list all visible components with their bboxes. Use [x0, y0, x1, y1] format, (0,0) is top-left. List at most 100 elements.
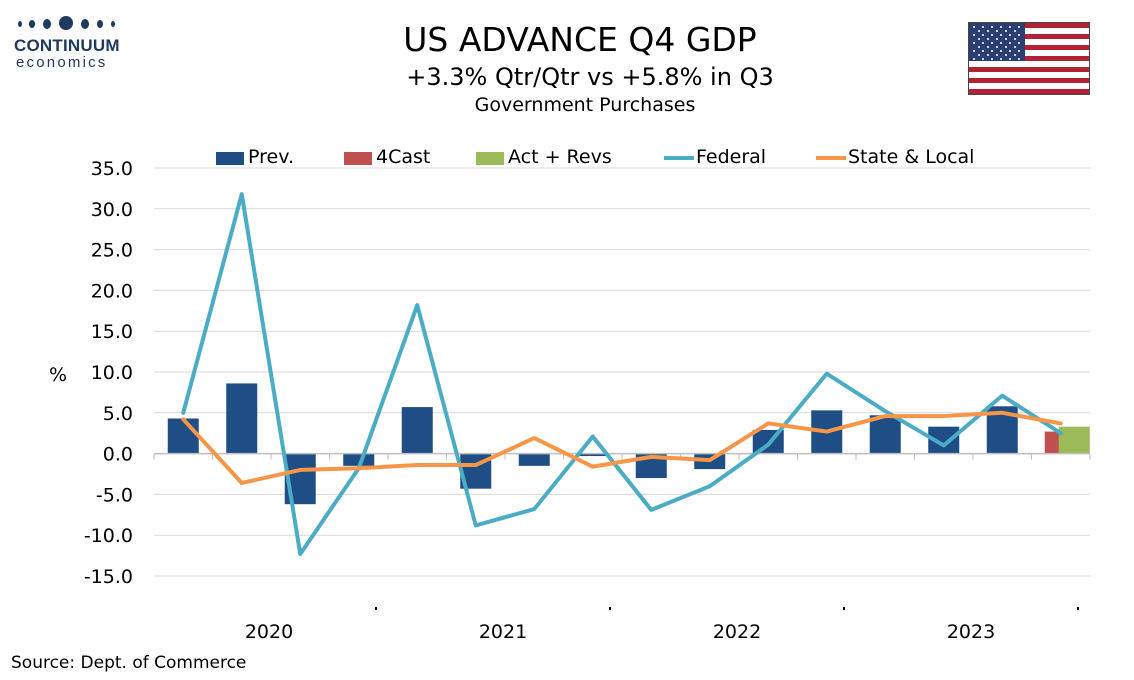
- flag-star: [1018, 26, 1020, 28]
- flag-star: [973, 58, 975, 60]
- flag-star: [1004, 54, 1007, 56]
- legend-swatch-prev: [216, 152, 244, 165]
- flag-star: [986, 54, 989, 56]
- x-year-separator: [843, 607, 845, 610]
- us-flag-icon: [968, 22, 1090, 95]
- y-tick-label: 5.0: [103, 403, 133, 425]
- flag-stripe: [969, 66, 1089, 73]
- flag-star: [1013, 54, 1016, 56]
- flag-star: [1009, 50, 1011, 52]
- y-tick-label: 15.0: [91, 321, 133, 343]
- flag-star: [986, 30, 989, 32]
- flag-canton: [969, 23, 1025, 61]
- line-state-local: [181, 410, 1063, 485]
- chart-title: US ADVANCE Q4 GDP: [403, 20, 757, 59]
- flag-stripe: [969, 72, 1089, 78]
- y-tick-label: -5.0: [96, 484, 133, 506]
- y-tick-label: 25.0: [91, 240, 133, 262]
- legend-swatch-state-local: [816, 156, 846, 160]
- flag-star: [977, 38, 980, 40]
- bar-prev: [167, 418, 199, 454]
- logo-name: CONTINUUM: [14, 36, 120, 55]
- flag-star: [1009, 42, 1011, 44]
- flag-star: [1009, 26, 1011, 28]
- legend-swatch-federal: [664, 156, 694, 160]
- bar-prev: [869, 415, 901, 454]
- flag-stripe: [969, 77, 1089, 84]
- flag-star: [991, 26, 993, 28]
- flag-stripe: [969, 50, 1089, 57]
- flag-star: [1000, 34, 1002, 36]
- flag-star: [995, 30, 998, 32]
- logo-dots: [14, 14, 134, 34]
- flag-star: [1004, 30, 1007, 32]
- logo-subname: economics: [16, 54, 108, 71]
- x-year-label: 2022: [713, 621, 761, 643]
- flag-stripe: [969, 28, 1089, 35]
- flag-star: [991, 34, 993, 36]
- legend-label-federal: Federal: [696, 146, 767, 168]
- x-year-label: 2020: [245, 621, 293, 643]
- flag-star: [1004, 46, 1007, 48]
- y-tick-label: -10.0: [84, 525, 133, 547]
- x-year-label: 2023: [947, 621, 995, 643]
- bar-prev: [343, 453, 375, 466]
- flag-star: [986, 38, 989, 40]
- flag-star: [1018, 42, 1020, 44]
- legend-label-actual: Act + Revs: [508, 146, 612, 168]
- flag-star: [982, 26, 984, 28]
- flag-stripe: [969, 44, 1089, 51]
- source-note: Source: Dept. of Commerce: [11, 653, 247, 673]
- flag-star: [1013, 30, 1016, 32]
- legend-label-prev: Prev.: [248, 146, 295, 168]
- flag-star: [1013, 46, 1016, 48]
- legend-swatch-forecast: [344, 152, 372, 165]
- flag-star: [973, 26, 975, 28]
- bar-prev: [577, 453, 609, 457]
- flag-star: [982, 34, 984, 36]
- flag-stripe: [969, 39, 1089, 46]
- flag-star: [973, 42, 975, 44]
- continuum-economics-logo: CONTINUUM economics: [14, 14, 134, 71]
- flag-stripe: [969, 23, 1089, 29]
- flag-star: [1000, 42, 1002, 44]
- line-federal: [181, 192, 1063, 556]
- flag-star: [1009, 58, 1011, 60]
- chart-subtitle: +3.3% Qtr/Qtr vs +5.8% in Q3: [406, 63, 774, 91]
- flag-star: [1013, 38, 1016, 40]
- flag-star: [995, 46, 998, 48]
- flag-star: [995, 54, 998, 56]
- bar-prev: [401, 407, 433, 454]
- flag-star: [973, 34, 975, 36]
- flag-star: [977, 46, 980, 48]
- x-year-separator: [609, 607, 611, 610]
- legend-label-state-local: State & Local: [848, 146, 975, 168]
- y-tick-label: 10.0: [91, 362, 133, 384]
- flag-star: [1000, 26, 1002, 28]
- flag-star: [1018, 34, 1020, 36]
- flag-star: [991, 42, 993, 44]
- x-year-label: 2021: [479, 621, 527, 643]
- flag-star: [1018, 50, 1020, 52]
- flag-stripe: [969, 83, 1089, 89]
- bar-actual: [1058, 426, 1090, 454]
- y-tick-label: 35.0: [91, 158, 133, 180]
- bar-prev: [226, 383, 258, 454]
- flag-star: [1004, 38, 1007, 40]
- flag-star: [995, 38, 998, 40]
- y-axis-label: %: [49, 364, 67, 386]
- flag-star: [982, 42, 984, 44]
- x-year-separator: [1077, 607, 1079, 610]
- y-tick-label: -15.0: [84, 566, 133, 588]
- flag-star: [1000, 50, 1002, 52]
- flag-star: [991, 50, 993, 52]
- legend-label-forecast: 4Cast: [376, 146, 431, 168]
- flag-star: [986, 46, 989, 48]
- flag-stripe: [969, 61, 1089, 67]
- flag-star: [1000, 58, 1002, 60]
- chart-subtitle-secondary: Government Purchases: [474, 94, 696, 116]
- flag-star: [977, 54, 980, 56]
- flag-stripe: [969, 33, 1089, 40]
- flag-stripe: [969, 55, 1089, 62]
- flag-star: [1018, 58, 1020, 60]
